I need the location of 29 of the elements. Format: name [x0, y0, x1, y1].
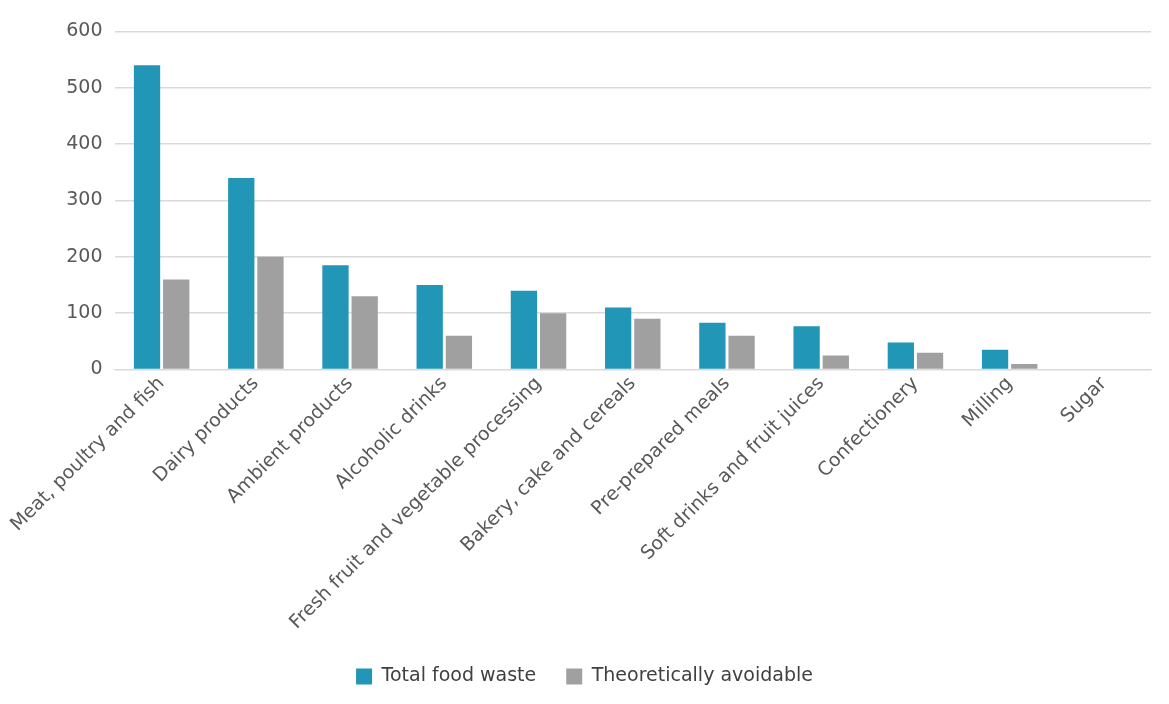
bar: [981, 349, 1009, 369]
bar: [322, 265, 349, 369]
bar: [793, 326, 820, 369]
bar: [916, 352, 944, 369]
y-tick-label: 100: [66, 300, 103, 323]
legend-label: Total food waste: [380, 663, 537, 686]
bar: [133, 65, 161, 369]
bar: [887, 342, 914, 369]
bar: [257, 256, 284, 369]
bar: [1011, 363, 1038, 369]
bar: [510, 290, 538, 369]
bar: [228, 177, 255, 369]
y-tick-label: 600: [66, 18, 103, 41]
bar: [728, 335, 755, 369]
bar: [445, 335, 473, 369]
y-tick-label: 0: [90, 356, 103, 379]
bar: [351, 296, 378, 369]
legend-label: Theoretically avoidable: [590, 663, 813, 686]
y-tick-label: 500: [66, 74, 103, 97]
y-tick-label: 400: [66, 131, 103, 154]
bar: [699, 322, 726, 369]
bar: [163, 279, 190, 369]
bar: [822, 355, 849, 369]
y-tick-label: 200: [66, 243, 103, 266]
bar: [539, 313, 567, 369]
y-tick-label: 300: [66, 187, 103, 210]
bar: [416, 285, 443, 369]
bar: [605, 307, 632, 369]
bar: [634, 318, 661, 369]
